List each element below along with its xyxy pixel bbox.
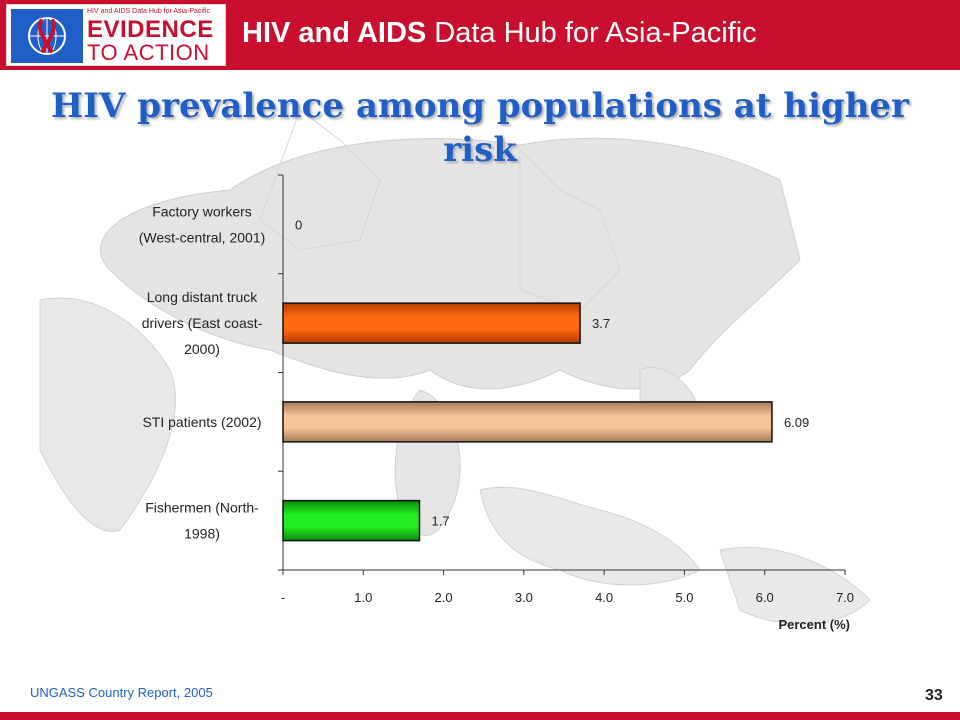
category-label: Fishermen (North-1998) [145,500,259,542]
x-tick-label: 1.0 [354,590,372,605]
bar [282,401,773,443]
x-tick-label: 7.0 [836,590,854,605]
logo-evidence-text: EVIDENCE [87,16,214,43]
data-label: 0 [295,217,302,232]
logo-tagline: HIV and AIDS Data Hub for Asia-Pacific [87,8,210,15]
category-label: Factory workers (West-central, 2001) [139,203,266,245]
bar [282,499,421,542]
logo-to-action-text: TO ACTION [87,40,210,65]
category-label: Long distant truck drivers (East coast-20… [142,289,263,357]
x-tick-label: 3.0 [515,590,533,605]
x-axis-title: Percent (%) [778,617,850,632]
x-tick-label: 5.0 [675,590,693,605]
x-tick-label: 2.0 [435,590,453,605]
slide-title: HIV prevalence among populations at high… [51,86,909,170]
x-tick-label: 6.0 [756,590,774,605]
data-label: 1.7 [431,514,449,529]
data-hub-title: HIV and AIDS Data Hub for Asia-Pacific [242,15,757,51]
page-number: 33 [925,687,943,704]
data-hub-title-bold: HIV and AIDS [242,17,427,49]
data-label: 3.7 [592,316,610,331]
bar [282,302,581,344]
x-tick-label: 4.0 [595,590,613,605]
data-label: 6.09 [784,415,809,430]
data-hub-title-rest: Data Hub for Asia-Pacific [426,17,757,49]
evidence-to-action-logo: HIV and AIDS Data Hub for Asia-Pacific E… [6,4,226,66]
x-tick-label: - [281,590,285,605]
footer-bar [0,712,960,720]
category-label: STI patients (2002) [142,414,261,430]
source-note: UNGASS Country Report, 2005 [30,685,213,700]
header-band: HIV and AIDS Data Hub for Asia-Pacific E… [0,0,960,70]
un-emblem-icon [11,9,83,63]
